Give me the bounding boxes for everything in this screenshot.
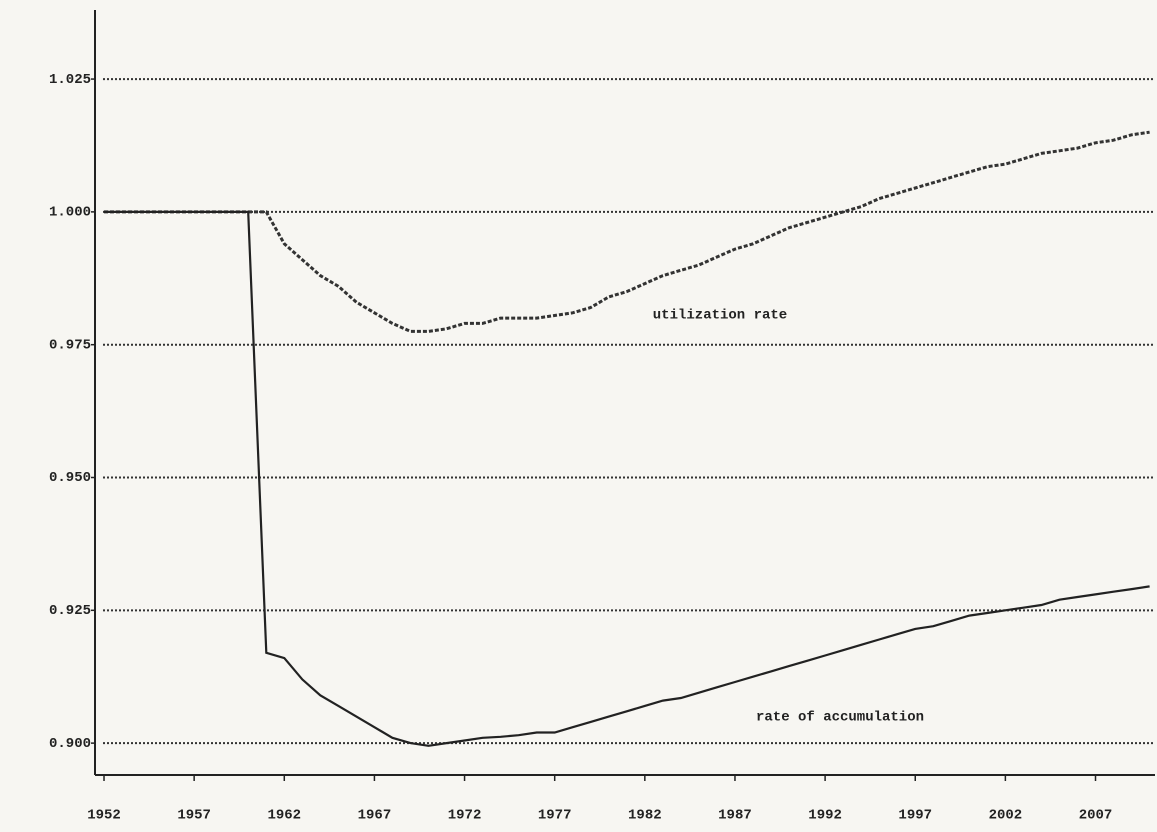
x-tick-label: 1952 <box>87 808 121 824</box>
x-tick-label: 1962 <box>267 808 301 824</box>
x-tick-label: 1982 <box>628 808 662 824</box>
y-tick-label: 0.900 <box>49 736 91 752</box>
line-label: utilization rate <box>653 308 787 324</box>
x-tick-label: 2007 <box>1079 808 1113 824</box>
x-tick-label: 1987 <box>718 808 752 824</box>
x-tick-label: 2002 <box>989 808 1023 824</box>
y-tick-label: 0.950 <box>49 470 91 486</box>
y-tick-label: 0.925 <box>49 603 91 619</box>
x-tick-label: 1957 <box>177 808 211 824</box>
x-tick-label: 1997 <box>898 808 932 824</box>
series-line <box>104 210 1150 747</box>
x-tick-label: 1992 <box>808 808 842 824</box>
x-tick-label: 1967 <box>358 808 392 824</box>
y-tick-label: 1.000 <box>49 205 91 221</box>
y-tick-label: 0.975 <box>49 337 91 353</box>
y-tick-label: 1.025 <box>49 72 91 88</box>
line-label: rate of accumulation <box>756 710 924 726</box>
series-line <box>104 130 1150 333</box>
x-tick-label: 1977 <box>538 808 572 824</box>
x-tick-label: 1972 <box>448 808 482 824</box>
